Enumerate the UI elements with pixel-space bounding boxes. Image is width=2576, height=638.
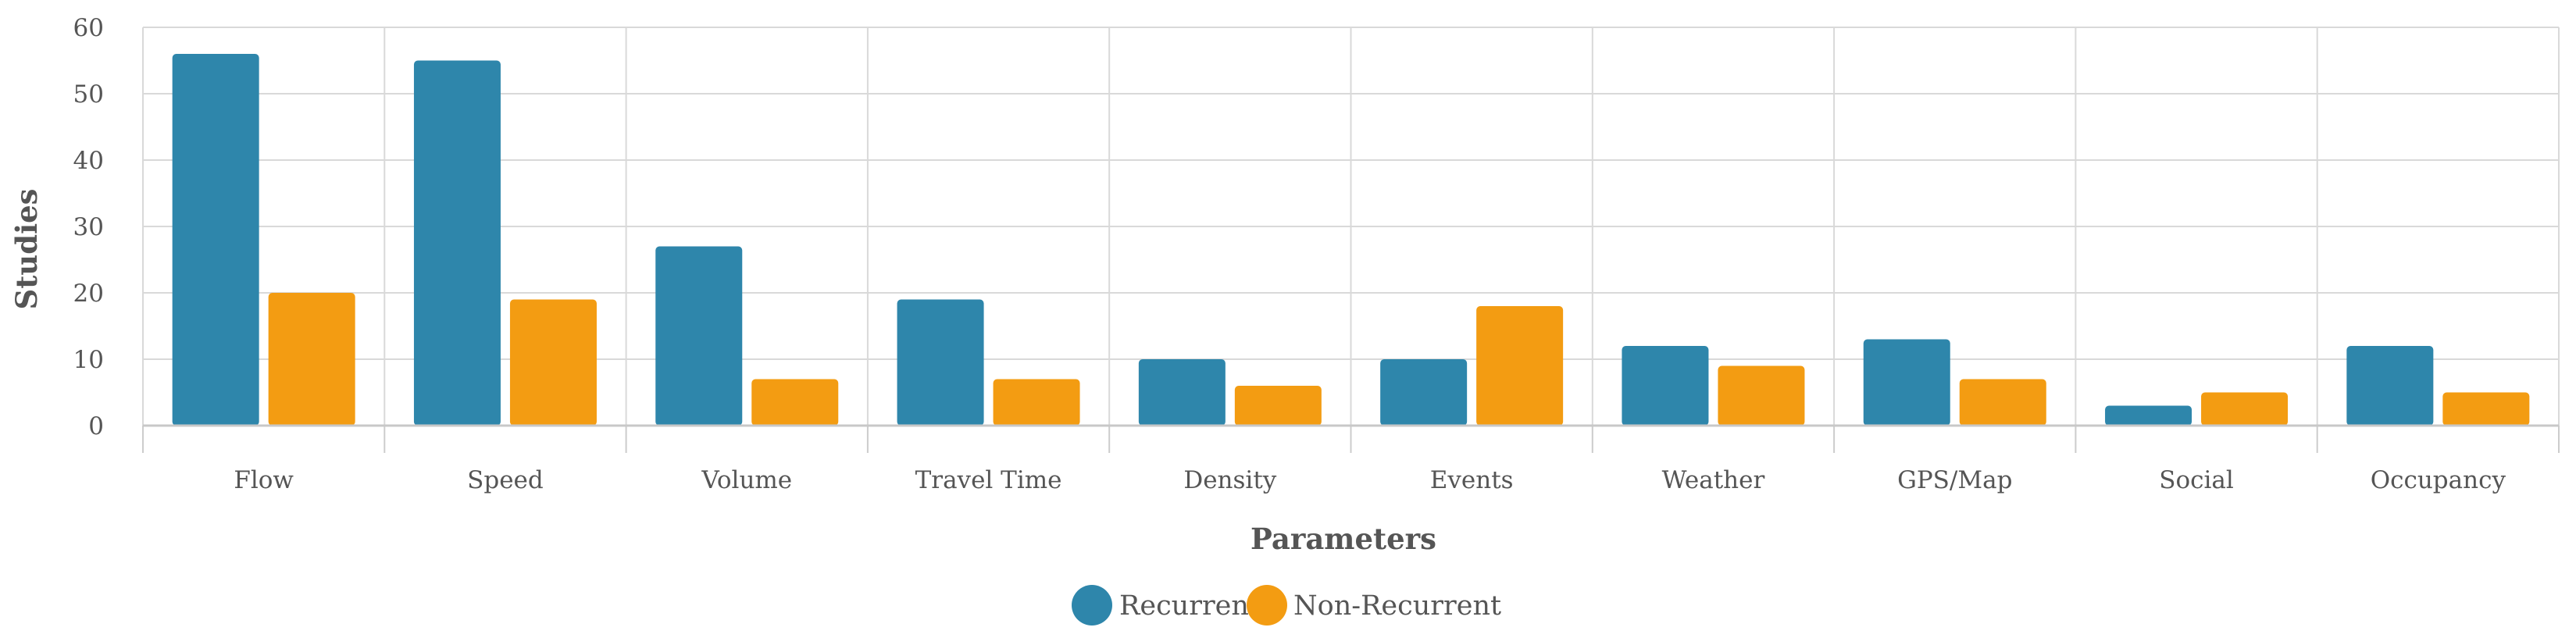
y-axis-title: Studies (9, 188, 44, 309)
legend-swatch-recurrent (1072, 585, 1112, 626)
bar-recurrent (2105, 405, 2192, 426)
legend-swatch-non-recurrent (1247, 585, 1287, 626)
bar-recurrent (2346, 346, 2434, 426)
y-tick-label: 20 (73, 280, 104, 308)
bar-non-recurrent (1959, 379, 2046, 426)
bar-non-recurrent (2201, 392, 2289, 426)
x-tick-label: Speed (467, 466, 544, 494)
y-tick-label: 0 (88, 412, 104, 440)
y-tick-label: 60 (73, 14, 104, 42)
x-tick-label: Events (1430, 466, 1514, 494)
bar-non-recurrent (1718, 365, 1805, 426)
legend-label-non-recurrent: Non-Recurrent (1293, 590, 1501, 622)
bar-recurrent (1138, 359, 1226, 426)
bar-non-recurrent (2442, 392, 2530, 426)
x-axis-title: Parameters (1251, 522, 1436, 556)
x-tick-label: Density (1183, 466, 1276, 494)
bars (172, 54, 2530, 426)
tick-labels: 0 10 20 30 40 50 60 Flow Speed Volume Travel Time D… (73, 14, 2506, 494)
x-tick-label: Social (2159, 466, 2234, 494)
axes (142, 424, 2560, 453)
bar-recurrent (897, 299, 984, 426)
bar-recurrent (413, 60, 501, 426)
x-tick-label: Travel Time (915, 466, 1062, 494)
bar-non-recurrent (268, 293, 355, 426)
legend: Recurrent Non-Recurrent (1072, 585, 1501, 626)
x-tick-label: Flow (234, 466, 294, 494)
bar-recurrent (1622, 346, 1709, 426)
bar-non-recurrent (993, 379, 1080, 426)
y-tick-label: 40 (73, 147, 104, 175)
bar-recurrent (655, 246, 743, 426)
bar-recurrent (1863, 339, 1950, 426)
bar-non-recurrent (1234, 386, 1322, 426)
bar-non-recurrent (509, 299, 597, 426)
bar-non-recurrent (1476, 306, 1564, 426)
grid (142, 27, 2560, 426)
x-tick-label: GPS/Map (1897, 466, 2012, 494)
bar-recurrent (172, 54, 259, 426)
x-tick-label: Volume (701, 466, 792, 494)
x-tick-label: Weather (1662, 466, 1765, 494)
y-tick-label: 30 (73, 213, 104, 241)
bar-non-recurrent (751, 379, 839, 426)
legend-label-recurrent: Recurrent (1119, 590, 1260, 622)
bar-recurrent (1380, 359, 1468, 426)
y-tick-label: 10 (73, 346, 104, 374)
y-tick-label: 50 (73, 80, 104, 109)
x-tick-label: Occupancy (2371, 466, 2506, 494)
